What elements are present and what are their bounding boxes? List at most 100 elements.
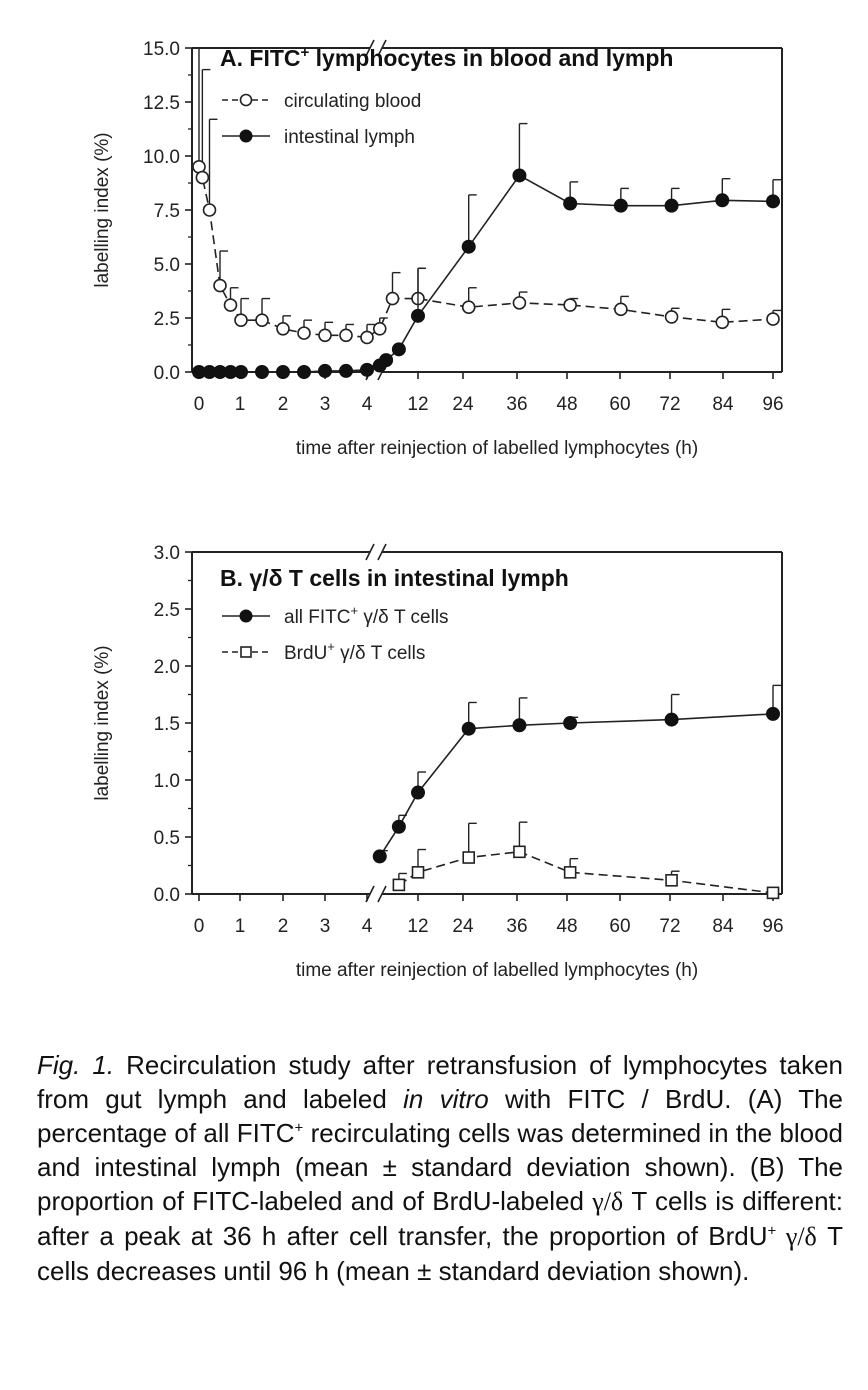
data-point — [202, 203, 217, 217]
data-point — [766, 312, 780, 326]
x-tick-label: 48 — [556, 916, 577, 937]
data-point — [613, 198, 628, 213]
series-line-2 — [199, 174, 774, 373]
y-tick-label: 2.0 — [154, 657, 180, 678]
y-tick-label: 1.0 — [154, 771, 180, 792]
x-tick-label: 96 — [762, 394, 783, 415]
chart-a-svg: 0.02.55.07.510.012.515.00 1 2 3 4 12 24 36 48 60 7… — [92, 39, 784, 459]
caption-in-vitro: in vitro — [403, 1084, 489, 1114]
x-tick-label: 0 — [194, 394, 205, 415]
data-point — [461, 239, 476, 254]
data-point — [234, 313, 248, 327]
x-tick-label: 36 — [506, 916, 527, 937]
data-point — [461, 721, 476, 736]
figure-caption: Fig. 1. Recirculation study after retran… — [37, 1048, 843, 1288]
data-point — [276, 365, 290, 379]
x-tick-label: 12 — [407, 916, 428, 937]
data-point — [297, 365, 311, 379]
x-tick-label: 0 — [194, 916, 205, 937]
data-point — [392, 878, 406, 892]
data-point — [411, 785, 425, 800]
data-point — [411, 866, 425, 879]
data-point — [563, 196, 578, 211]
data-point — [391, 819, 406, 834]
legend-marker — [239, 93, 253, 107]
y-tick-label: 0.0 — [154, 885, 180, 906]
data-point — [461, 300, 476, 315]
data-point — [512, 296, 527, 310]
data-point — [664, 310, 679, 324]
data-point — [339, 363, 353, 378]
data-point — [665, 874, 678, 887]
series-line-1 — [379, 713, 774, 857]
data-point — [379, 353, 394, 368]
x-axis-title: time after reinjection of labelled lymph… — [296, 438, 698, 459]
y-tick-label: 7.5 — [154, 201, 180, 222]
legend-label-2: BrdU+ γ/δ T cells — [284, 639, 425, 664]
data-point — [462, 851, 476, 864]
data-point — [563, 298, 577, 312]
data-point — [513, 845, 526, 859]
x-tick-label: 3 — [320, 916, 331, 937]
chart-panel-b: 0.0 0.5 1.0 1.5 2.0 2.5 3.0 0 1 2 3 4 12 24 36 48 60 72 84… — [0, 520, 868, 1010]
x-tick-label: 12 — [407, 394, 428, 415]
x-tick-label: 84 — [712, 394, 734, 415]
data-point — [411, 308, 425, 323]
data-point — [297, 326, 311, 340]
legend-marker — [239, 609, 253, 623]
x-tick-label: 24 — [452, 394, 474, 415]
x-tick-label: 48 — [556, 394, 577, 415]
data-point — [385, 291, 400, 306]
data-point — [664, 198, 679, 213]
y-tick-label: 2.5 — [154, 600, 180, 621]
data-point — [664, 712, 679, 727]
data-point — [614, 302, 628, 317]
data-point — [766, 886, 780, 900]
x-tick-label: 36 — [506, 394, 527, 415]
data-point — [339, 328, 353, 343]
x-tick-label: 60 — [609, 916, 630, 937]
data-point — [563, 716, 578, 730]
y-tick-label: 5.0 — [154, 255, 180, 276]
x-tick-label: 96 — [762, 916, 783, 937]
data-point — [360, 362, 374, 377]
x-tick-label: 24 — [452, 916, 474, 937]
x-tick-label: 1 — [235, 916, 246, 937]
data-point — [255, 365, 269, 379]
y-tick-label: 2.5 — [154, 309, 180, 330]
data-point — [195, 170, 210, 185]
legend-label-1: circulating blood — [284, 91, 421, 112]
caption-sup-2: + — [767, 1222, 777, 1240]
legend-marker — [240, 646, 252, 658]
data-point — [318, 363, 332, 378]
x-tick-label: 84 — [712, 916, 734, 937]
x-tick-label: 72 — [659, 916, 680, 937]
caption-text-2: with FITC / BrdU. (A) The percentage of … — [37, 1084, 843, 1148]
data-point — [372, 321, 387, 336]
chart-panel-a: 0.0 2.5 5.0 7.5 10.0 12.5 15.0 0 1 2 3 4 12 24 36 48 60 7… — [0, 0, 868, 500]
y-tick-label: 0.0 — [154, 363, 180, 384]
panel-title: A. FITC+ lymphocytes in blood and lymph — [220, 44, 673, 71]
x-tick-label: 2 — [278, 916, 289, 937]
x-tick-label: 72 — [659, 394, 680, 415]
caption-text-1: Recirculation study after retransfusion … — [37, 1050, 844, 1114]
data-point — [372, 849, 387, 864]
axis-break-mark — [377, 543, 387, 561]
legend-label-1: all FITC+ γ/δ T cells — [284, 603, 449, 628]
caption-sup-1: + — [294, 1119, 304, 1137]
x-tick-label: 4 — [362, 394, 373, 415]
data-point — [276, 321, 290, 336]
y-tick-label: 3.0 — [154, 543, 180, 564]
data-point — [223, 298, 238, 312]
y-axis-title: labelling index (%) — [92, 645, 113, 800]
caption-text-3: recirculating cells was determined in th… — [37, 1118, 843, 1216]
caption-greek-2: γ/δ — [776, 1222, 817, 1251]
y-tick-label: 1.5 — [154, 714, 180, 735]
data-point — [391, 342, 406, 357]
caption-fig-label: Fig. 1. — [37, 1050, 115, 1080]
data-point — [255, 313, 269, 327]
data-point — [766, 194, 780, 209]
axis-break-mark — [365, 39, 375, 57]
x-tick-label: 3 — [320, 394, 331, 415]
data-point — [360, 330, 374, 345]
